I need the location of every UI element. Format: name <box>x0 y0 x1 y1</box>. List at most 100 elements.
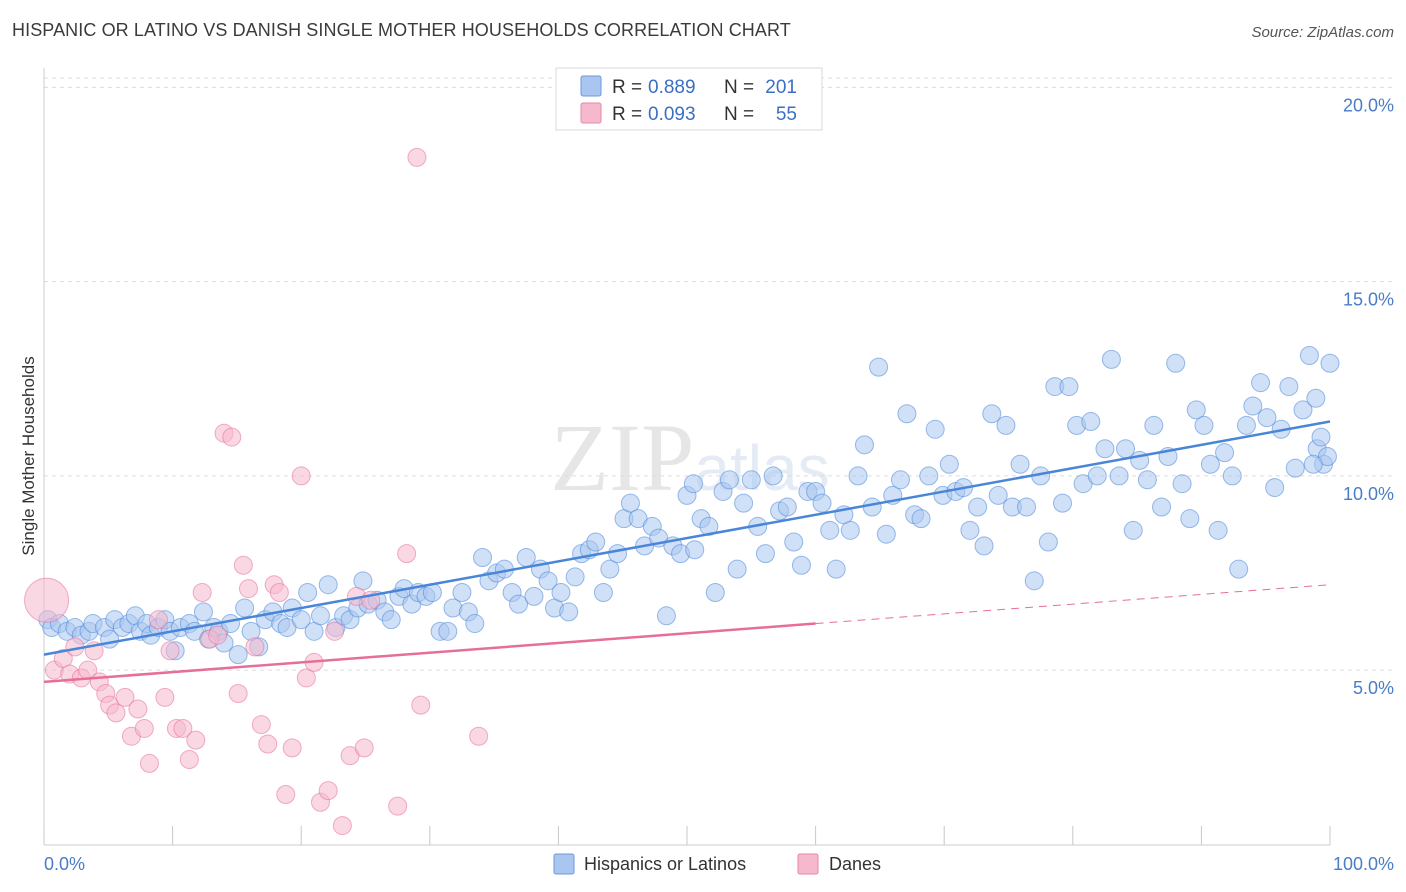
stats-legend: R = 0.889 N = 201 R = 0.093 N = 55 <box>555 67 823 131</box>
hispanics-point <box>1299 345 1319 365</box>
hispanics-point <box>1200 454 1220 474</box>
legend-n-value-1: 201 <box>765 77 797 98</box>
hispanics-point <box>727 559 747 579</box>
hispanics-point <box>1053 493 1073 513</box>
hispanics-point <box>438 621 458 641</box>
hispanics-point <box>1010 454 1030 474</box>
danes-point <box>128 699 148 719</box>
hispanics-point <box>826 559 846 579</box>
legend-r-label-2: R = <box>612 104 642 125</box>
hispanics-point <box>1279 377 1299 397</box>
hispanics-point <box>1038 532 1058 552</box>
hispanics-point <box>968 497 988 517</box>
hispanics-point <box>791 555 811 575</box>
hispanics-point <box>1172 474 1192 494</box>
legend-swatch-danes <box>580 102 602 124</box>
hispanics-point <box>996 415 1016 435</box>
danes-point <box>258 734 278 754</box>
danes-point <box>407 147 427 167</box>
danes-point <box>24 577 70 623</box>
danes-point <box>354 738 374 758</box>
danes-trend-line <box>43 622 816 684</box>
hispanics-point <box>452 582 472 602</box>
hispanics-point <box>586 532 606 552</box>
hispanics-point <box>988 485 1008 505</box>
hispanics-point <box>939 454 959 474</box>
hispanics-point <box>318 575 338 595</box>
hispanics-point <box>784 532 804 552</box>
hispanics-point <box>1243 396 1263 416</box>
hispanics-point <box>1017 497 1037 517</box>
series-hispanics-points <box>38 345 1340 665</box>
hispanics-point <box>848 466 868 486</box>
x-tick-label-max: 100.0% <box>1333 854 1394 874</box>
hispanics-point <box>919 466 939 486</box>
danes-point <box>208 625 228 645</box>
danes-point <box>233 555 253 575</box>
hispanics-point <box>298 582 318 602</box>
hispanics-point <box>683 474 703 494</box>
hispanics-point <box>608 544 628 564</box>
hispanics-point <box>593 582 613 602</box>
danes-point <box>291 466 311 486</box>
danes-point <box>106 703 126 723</box>
danes-point <box>469 726 489 746</box>
hispanics-point <box>1137 470 1157 490</box>
hispanics-point <box>1059 377 1079 397</box>
danes-point <box>139 753 159 773</box>
hispanics-point <box>777 497 797 517</box>
hispanics-point <box>600 559 620 579</box>
y-tick-label: 5.0% <box>1353 678 1394 698</box>
hispanics-point <box>1166 353 1186 373</box>
hispanics-point <box>1180 509 1200 529</box>
legend-r-value-2: 0.093 <box>648 104 696 125</box>
hispanics-point <box>551 582 571 602</box>
hispanics-point <box>559 602 579 622</box>
hispanics-point <box>1251 373 1271 393</box>
hispanics-point <box>1303 454 1323 474</box>
danes-point <box>179 750 199 770</box>
series-danes-points <box>24 147 489 836</box>
y-tick-label: 10.0% <box>1343 484 1394 504</box>
y-tick-label: 20.0% <box>1343 95 1394 115</box>
hispanics-point <box>291 610 311 630</box>
hispanics-point <box>1095 439 1115 459</box>
hispanics-point <box>897 404 917 424</box>
danes-point <box>282 738 302 758</box>
hispanics-point <box>734 493 754 513</box>
watermark: ZIPatlas <box>550 404 829 511</box>
hispanics-point <box>1186 400 1206 420</box>
bottom-legend-swatch-hispanics <box>553 853 575 875</box>
hispanics-point <box>381 610 401 630</box>
y-axis-label: Single Mother Households <box>19 356 38 555</box>
hispanics-point <box>982 404 1002 424</box>
hispanics-point <box>1194 415 1214 435</box>
hispanics-point <box>235 598 255 618</box>
hispanics-point <box>763 466 783 486</box>
hispanics-point <box>812 493 832 513</box>
legend-r-label-1: R = <box>612 77 642 98</box>
hispanics-point <box>473 548 493 568</box>
hispanics-point <box>509 594 529 614</box>
hispanics-point <box>719 470 739 490</box>
hispanics-trend-line <box>43 420 1331 656</box>
danes-point <box>228 683 248 703</box>
danes-point <box>411 695 431 715</box>
hispanics-point <box>862 497 882 517</box>
hispanics-point <box>1024 571 1044 591</box>
y-tick-labels: 5.0% 10.0% 15.0% 20.0% <box>1343 95 1394 698</box>
hispanics-point <box>465 614 485 634</box>
hispanics-point <box>228 645 248 665</box>
y-tick-label: 15.0% <box>1343 290 1394 310</box>
hispanics-point <box>705 582 725 602</box>
danes-point <box>276 784 296 804</box>
danes-point <box>388 796 408 816</box>
danes-point <box>160 641 180 661</box>
series-legend: Hispanics or Latinos Danes <box>553 853 881 875</box>
hispanics-point <box>1144 415 1164 435</box>
hispanics-point <box>1152 497 1172 517</box>
hispanics-point <box>1222 466 1242 486</box>
trend-lines <box>43 420 1331 684</box>
hispanics-point <box>960 520 980 540</box>
